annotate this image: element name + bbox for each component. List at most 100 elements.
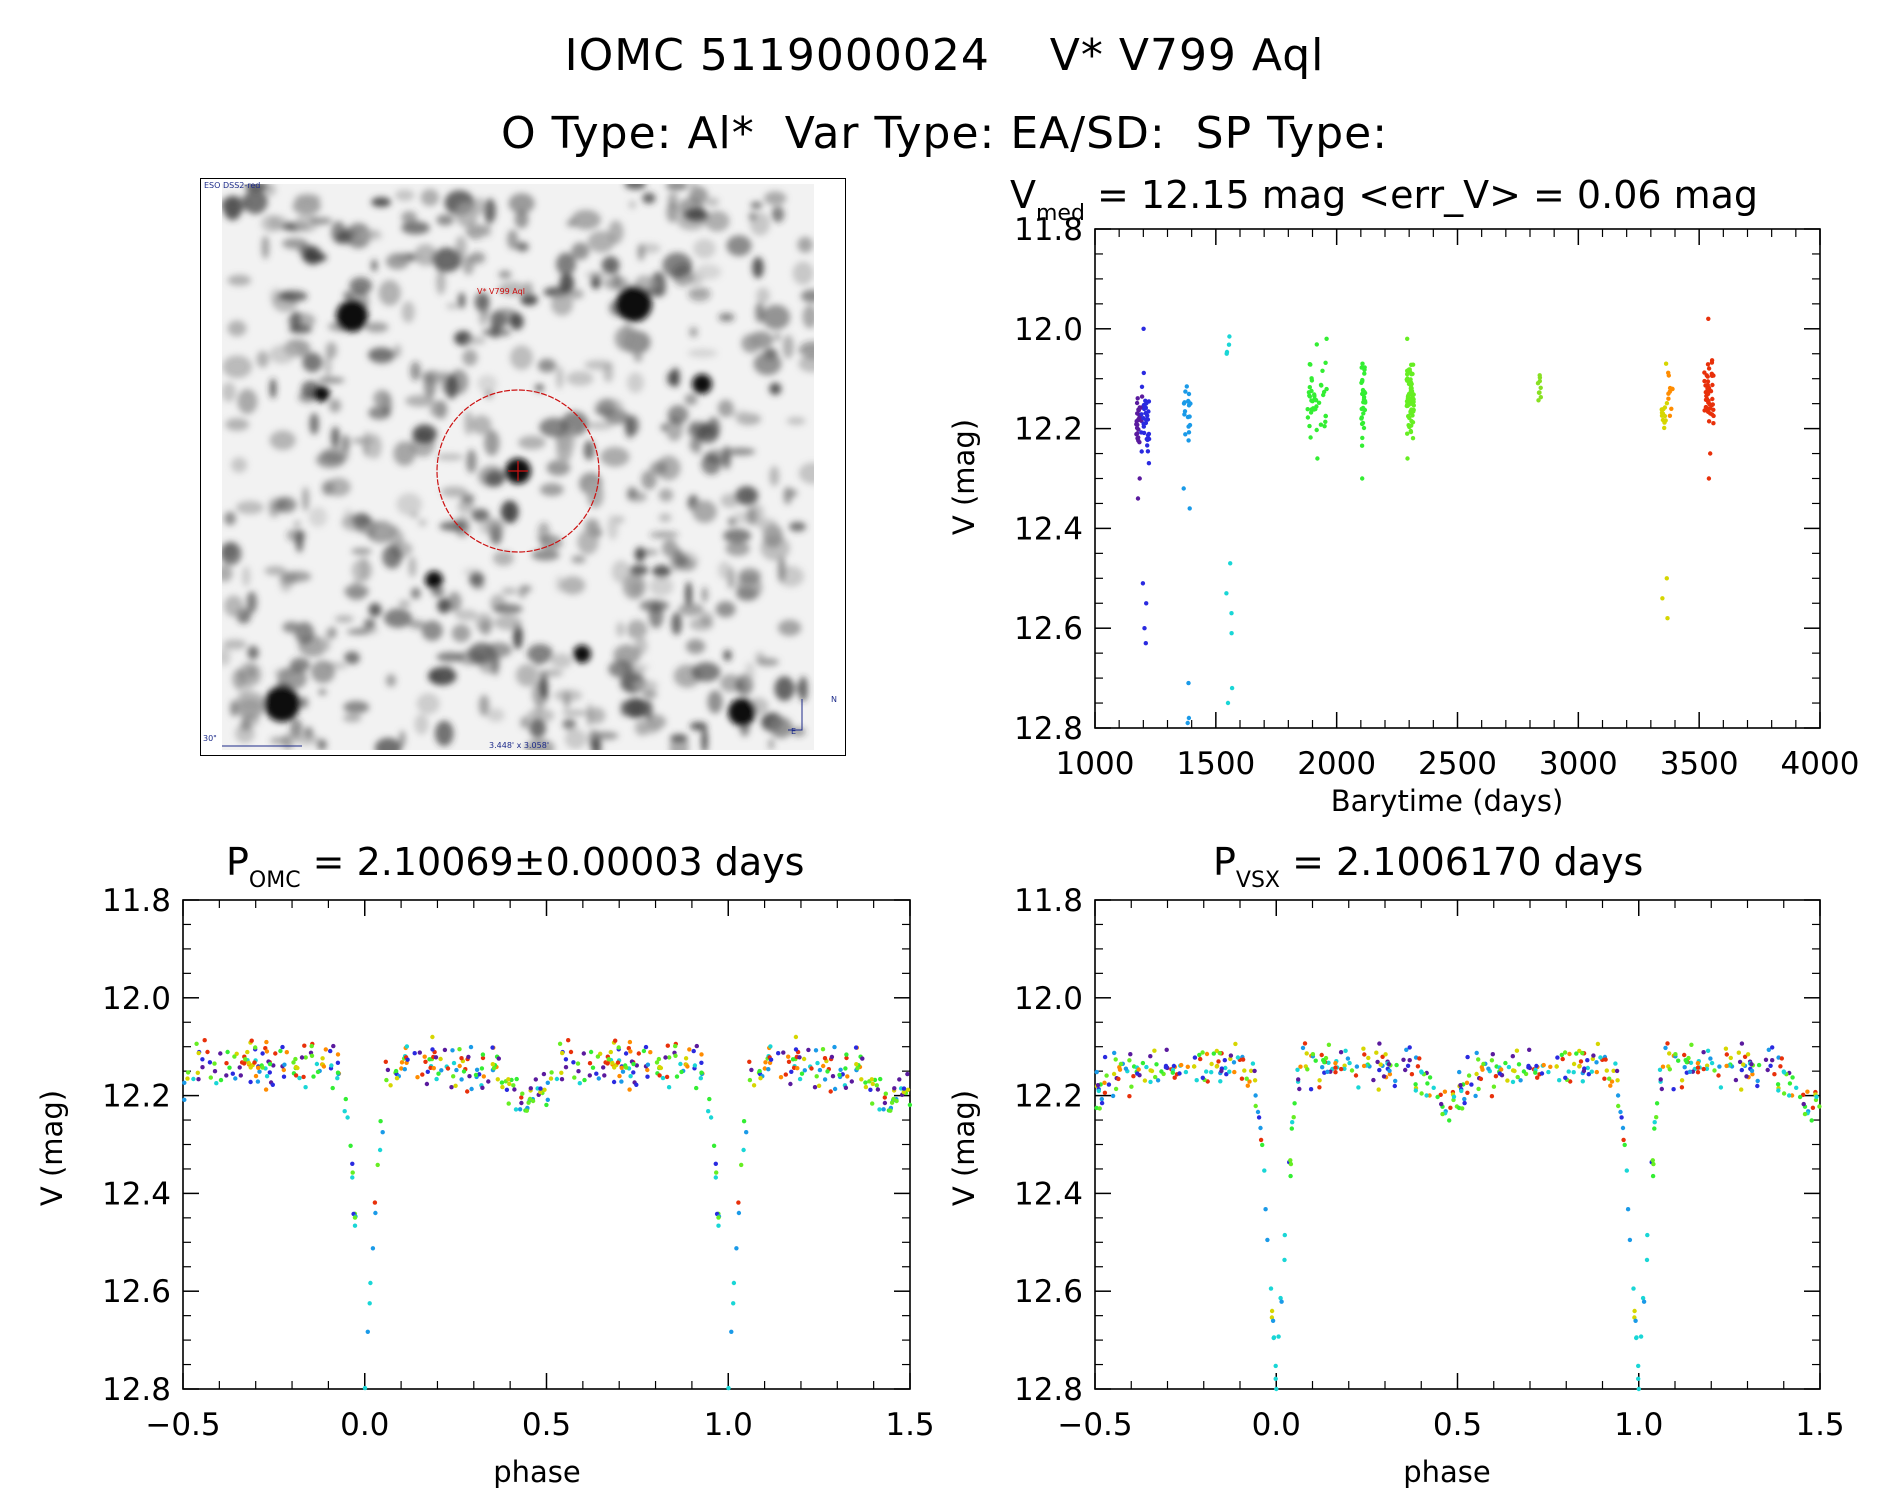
sky-blob [649, 576, 674, 597]
phase_vsx-point [1310, 1052, 1316, 1057]
phase_omc-point [451, 1060, 457, 1066]
phase_omc-point [563, 1057, 569, 1062]
sky-blob [341, 434, 350, 453]
phase_vsx-point [1447, 1118, 1452, 1123]
phase_vsx-point [1741, 1062, 1746, 1067]
sky-blob [290, 718, 303, 739]
phase_vsx-point [1386, 1062, 1392, 1067]
phase_vsx-point [1756, 1062, 1762, 1068]
phase_vsx-point [1462, 1096, 1467, 1102]
phase_vsx-point [1302, 1041, 1308, 1046]
lightcurve-point [1407, 415, 1412, 421]
lightcurve-point [1537, 390, 1542, 395]
phase_vsx-point [1607, 1076, 1612, 1081]
lightcurve-point [1708, 451, 1713, 456]
lightcurve-point [1314, 342, 1320, 347]
phase_omc-point [527, 1096, 533, 1102]
phase_omc-point [611, 1079, 617, 1085]
phase_vsx-point [1424, 1093, 1429, 1098]
lightcurve-point [1405, 336, 1410, 341]
phase_vsx-point [1632, 1315, 1637, 1320]
phase_vsx-point [1644, 1257, 1650, 1263]
phase_vsx-point [1247, 1079, 1252, 1084]
sky-blob [494, 615, 522, 631]
phase_omc-point [212, 1069, 218, 1074]
phase_vsx-point [1298, 1064, 1303, 1069]
phase_vsx-point [1392, 1083, 1398, 1089]
phase_omc-point [627, 1039, 633, 1045]
lightcurve-point [1145, 449, 1151, 454]
sky-blob [485, 642, 512, 658]
sky-blob [628, 200, 636, 209]
lightcurve-point [1316, 400, 1322, 405]
phase_omc-point [786, 1059, 792, 1065]
lightcurve-point [1407, 396, 1412, 401]
phase_vsx-point [1663, 1045, 1668, 1051]
lightcurve-point [1705, 362, 1711, 367]
lightcurve-xtick-label: 2500 [1418, 746, 1497, 782]
lightcurve-point [1146, 461, 1152, 466]
sky-blob [555, 575, 564, 593]
sky-blob [642, 192, 656, 204]
sky-blob [687, 421, 711, 440]
phase_vsx-point [1231, 1060, 1237, 1065]
phase_omc-point [451, 1074, 456, 1079]
sky-blob [462, 349, 478, 366]
phase_vsx-point [1387, 1068, 1392, 1074]
phase_vsx-point [1772, 1072, 1777, 1077]
lightcurve-point [1144, 401, 1149, 406]
phase_vsx-point [1749, 1062, 1754, 1067]
lightcurve-point [1144, 601, 1149, 606]
phase_vsx-point [1657, 1067, 1663, 1073]
phase_vsx-point [1209, 1070, 1214, 1075]
phase_vsx-point [1222, 1058, 1228, 1063]
lightcurve-point [1145, 443, 1150, 448]
sky-blob [302, 352, 323, 373]
phase_omc-point [248, 1065, 253, 1070]
sky-blob [518, 435, 546, 450]
phase_omc-point [656, 1056, 662, 1062]
phase_vsx-point [1613, 1061, 1618, 1066]
phase_omc-point [385, 1067, 391, 1073]
phase_omc-point [538, 1089, 543, 1095]
phase_vsx-point [1503, 1060, 1508, 1066]
phase_omc-point [345, 1115, 350, 1120]
phase_vsx-point [1366, 1055, 1371, 1061]
sky-blob [224, 595, 244, 617]
phase_vsx-point [1117, 1067, 1123, 1072]
sky-blob [769, 382, 782, 395]
sky-blob [720, 493, 740, 508]
phase_omc-point [736, 1210, 742, 1216]
phase_vsx-point [1435, 1094, 1440, 1100]
phase_omc-point [430, 1034, 435, 1040]
phase_omc-point [901, 1086, 907, 1091]
sky-blob [432, 247, 462, 273]
sky-blob [236, 691, 265, 711]
phase_omc-point [412, 1051, 417, 1056]
sky-blob [717, 399, 734, 418]
phase_omc-point [758, 1076, 763, 1081]
lightcurve-xlabel: Barytime (days) [1331, 784, 1564, 818]
phase_omc-point [749, 1067, 754, 1073]
phase_omc-point [208, 1075, 213, 1080]
lightcurve-point [1139, 412, 1144, 417]
phase_vsx-point [1194, 1078, 1199, 1083]
phase_omc-point [315, 1069, 321, 1075]
phase_vsx-ytick-label: 12.2 [1014, 1079, 1083, 1115]
phase_omc-point [270, 1082, 275, 1088]
sky-blob [758, 518, 778, 534]
sky-blob [490, 322, 500, 339]
sky-blob [773, 332, 781, 342]
sky-blob [705, 197, 720, 207]
lightcurve-ylabel: V (mag) [947, 419, 981, 535]
phase_omc-point [736, 1200, 741, 1205]
phase_omc-point [434, 1076, 439, 1082]
sky-blob [393, 441, 416, 466]
phase_vsx-point [1248, 1068, 1254, 1074]
sky-blob [264, 566, 287, 576]
phase_omc-point [196, 1077, 201, 1082]
sky-star [264, 686, 300, 722]
phase_vsx-point [1737, 1059, 1743, 1065]
lightcurve-point [1360, 476, 1365, 481]
sky-blob [261, 235, 270, 260]
